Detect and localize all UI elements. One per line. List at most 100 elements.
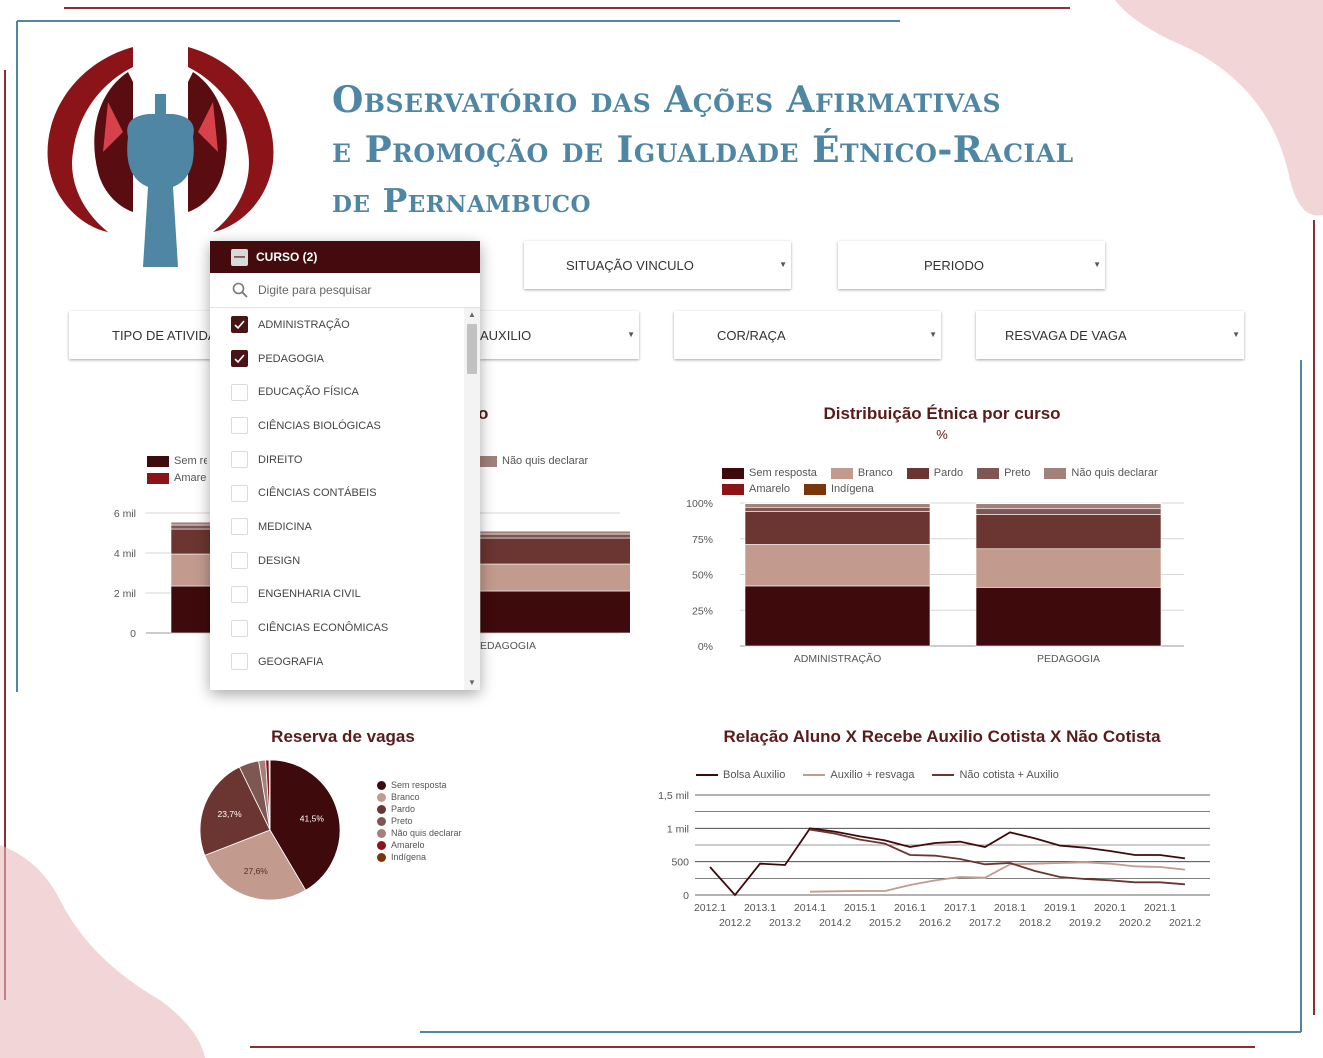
legend-label: Indígena: [391, 852, 427, 862]
dropdown-list[interactable]: ADMINISTRAÇÃO PEDAGOGIA EDUCAÇÃO FÍSICA CIÊ…: [210, 308, 464, 690]
x-tick-label: 2013.1: [744, 902, 776, 914]
series-line: [709, 827, 1186, 897]
logo-emblem: [47, 47, 274, 267]
checkbox[interactable]: [231, 518, 248, 536]
dropdown-item[interactable]: CIÊNCIAS CONTÁBEIS: [210, 476, 464, 510]
filter-label: RESVAGA DE VAGA: [1005, 327, 1127, 343]
x-tick-label: 2021.1: [1144, 902, 1176, 914]
checkbox[interactable]: [231, 451, 248, 469]
legend-dot: [377, 840, 386, 850]
legend-swatch: [480, 455, 497, 467]
dropdown-item-label: CIÊNCIAS CONTÁBEIS: [258, 487, 377, 500]
curso-dropdown[interactable]: — CURSO (2) Digite para pesquisar ADMINI…: [210, 241, 480, 690]
checkbox[interactable]: [231, 653, 248, 671]
filter-tipo-atividade[interactable]: TIPO DE ATIVIDA: [69, 311, 211, 359]
pie-slice: [269, 759, 341, 891]
checkbox[interactable]: [231, 585, 248, 603]
dropdown-item-label: PEDAGOGIA: [258, 352, 325, 365]
filter-periodo[interactable]: PERIODO ▼: [838, 241, 1105, 289]
dropdown-search[interactable]: Digite para pesquisar: [210, 273, 480, 308]
dropdown-item-label: DIREITO: [258, 453, 303, 466]
legend-item: Não quis declarar: [377, 828, 462, 838]
dropdown-item[interactable]: EDUCAÇÃO FÍSICA: [210, 375, 464, 409]
legend-item: Bolsa Auxilio: [696, 769, 785, 781]
checkbox[interactable]: [231, 316, 248, 334]
chart4-legend: Bolsa Auxilio Auxilio + resvaga Não cotist…: [696, 769, 1059, 781]
legend-item: Não cotista + Auxilio: [932, 769, 1059, 781]
search-input[interactable]: Digite para pesquisar: [258, 283, 372, 297]
dropdown-item[interactable]: MEDICINA: [210, 510, 464, 544]
y-tick-label: 100%: [686, 498, 713, 510]
dropdown-item[interactable]: CIÊNCIAS ECONÔMICAS: [210, 611, 464, 645]
x-tick-label: 2020.2: [1119, 917, 1151, 929]
legend-label: Não quis declarar: [391, 828, 462, 838]
chart3-legend: Sem resposta Branco Pardo Preto Não quis dec…: [377, 780, 462, 862]
x-tick-label: 2021.2: [1169, 917, 1201, 929]
filter-label: PERIODO: [924, 257, 984, 273]
checkbox[interactable]: [231, 484, 248, 502]
title-line-2: e Promoção de Igualdade Étnico-Racial: [332, 129, 1074, 171]
dropdown-item[interactable]: CIÊNCIAS BIOLÓGICAS: [210, 409, 464, 443]
legend-dot: [377, 792, 386, 802]
dropdown-item[interactable]: PEDAGOGIA: [210, 342, 464, 376]
legend-item: Indígena: [803, 483, 874, 495]
filter-label: COR/RAÇA: [717, 327, 786, 343]
pie-slice: [199, 766, 271, 856]
legend-item: Preto: [377, 816, 462, 826]
legend-label: Auxilio + resvaga: [830, 769, 915, 781]
scroll-up-icon[interactable]: ▲: [468, 310, 476, 319]
legend-item: Não quis declarar: [1044, 467, 1158, 479]
filter-auxilio[interactable]: AUXILIO ▼: [480, 311, 639, 359]
dropdown-item[interactable]: DESIGN: [210, 544, 464, 578]
x-tick-label: ADMINISTRAÇÃO: [794, 652, 882, 665]
legend-label: Branco: [857, 467, 893, 479]
filter-resvaga-de-vaga[interactable]: RESVAGA DE VAGA ▼: [976, 311, 1244, 359]
chart3-title: Reserva de vagas: [271, 727, 415, 746]
series-line: [809, 828, 1186, 886]
legend-item: Branco: [377, 792, 462, 802]
filter-situacao-vinculo[interactable]: SITUAÇÃO VINCULO ▼: [524, 241, 791, 289]
x-tick-label: EDAGOGIA: [480, 640, 536, 652]
chart1-legend-right: Não quis declarar: [480, 455, 588, 467]
bar-segment: [744, 503, 931, 508]
observatory-title: Observatório das Ações Afirmativas e Pro…: [332, 82, 1074, 217]
legend-line: [932, 774, 955, 776]
filter-label: AUXILIO: [480, 327, 532, 343]
checkbox[interactable]: [231, 417, 248, 435]
legend-item: Preto: [977, 467, 1030, 479]
bar-segment: [479, 530, 630, 535]
bar-segment: [479, 537, 630, 565]
bar-segment: [744, 544, 931, 587]
checkbox[interactable]: [231, 383, 248, 401]
bar-segment: [479, 590, 630, 634]
scroll-thumb[interactable]: [467, 324, 477, 374]
dropdown-header[interactable]: — CURSO (2): [210, 241, 480, 273]
dropdown-arrow-icon: ▼: [1232, 330, 1240, 339]
x-tick-label: PEDAGOGIA: [1037, 653, 1100, 665]
dropdown-scrollbar[interactable]: ▲ ▼: [464, 308, 480, 690]
dropdown-item[interactable]: ADMINISTRAÇÃO: [210, 308, 464, 342]
dropdown-item[interactable]: GEOGRAFIA: [210, 645, 464, 679]
checkbox[interactable]: [231, 619, 248, 637]
dropdown-item[interactable]: ENGENHARIA CIVIL: [210, 578, 464, 612]
pie-slice: [268, 759, 271, 831]
x-tick-label: 2019.2: [1069, 917, 1101, 929]
series-line: [809, 861, 1186, 893]
checkbox[interactable]: [231, 350, 248, 368]
scroll-down-icon[interactable]: ▼: [468, 678, 476, 687]
y-tick-label: 75%: [692, 534, 713, 546]
checkbox[interactable]: [231, 552, 248, 570]
x-tick-label: 2017.1: [944, 902, 976, 914]
legend-item: Branco: [830, 467, 893, 479]
filter-cor-raca[interactable]: COR/RAÇA ▼: [674, 311, 941, 359]
y-tick-label: 1,5 mil: [658, 790, 689, 802]
y-tick-label: 50%: [692, 570, 713, 582]
x-tick-label: 2018.1: [994, 902, 1026, 914]
bar-segment: [975, 503, 1162, 510]
dropdown-item[interactable]: DIREITO: [210, 443, 464, 477]
legend-label: Bolsa Auxilio: [723, 769, 786, 781]
x-tick-label: 2016.2: [919, 917, 951, 929]
deselect-all-icon[interactable]: —: [231, 248, 248, 266]
chart4-line: 0 500 1 mil 1,5 mil 2012.1 2012.2 2013.1 2013.2…: [658, 790, 1210, 929]
